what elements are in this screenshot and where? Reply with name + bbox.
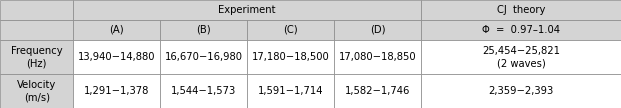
Text: 2,359−2,393: 2,359−2,393 <box>488 86 554 96</box>
Text: 1,591−1,714: 1,591−1,714 <box>258 86 324 96</box>
Bar <box>160 74 247 108</box>
Bar <box>421 20 621 40</box>
Bar <box>73 20 160 40</box>
Text: (D): (D) <box>370 25 385 35</box>
Bar <box>334 40 421 74</box>
Text: CJ  theory: CJ theory <box>497 5 545 15</box>
Bar <box>247 40 334 74</box>
Bar <box>334 20 421 40</box>
Bar <box>421 74 621 108</box>
Text: 1,582−1,746: 1,582−1,746 <box>345 86 410 96</box>
Bar <box>73 40 160 74</box>
Text: 13,940−14,880: 13,940−14,880 <box>78 52 155 62</box>
Text: Φ  =  0.97–1.04: Φ = 0.97–1.04 <box>482 25 560 35</box>
Bar <box>160 40 247 74</box>
Text: 16,670−16,980: 16,670−16,980 <box>165 52 243 62</box>
Bar <box>247 20 334 40</box>
Text: 17,080−18,850: 17,080−18,850 <box>339 52 417 62</box>
Bar <box>0 0 73 20</box>
Text: Experiment: Experiment <box>219 5 276 15</box>
Bar <box>247 74 334 108</box>
Bar <box>421 0 621 20</box>
Text: 25,454−25,821
(2 waves): 25,454−25,821 (2 waves) <box>482 46 560 68</box>
Bar <box>421 40 621 74</box>
Bar <box>160 20 247 40</box>
Text: 17,180−18,500: 17,180−18,500 <box>252 52 330 62</box>
Text: (B): (B) <box>196 25 211 35</box>
Bar <box>0 40 73 74</box>
Bar <box>73 74 160 108</box>
Text: 1,544−1,573: 1,544−1,573 <box>171 86 237 96</box>
Bar <box>334 74 421 108</box>
Bar <box>0 20 73 40</box>
Text: Velocity
(m/s): Velocity (m/s) <box>17 80 57 102</box>
Text: Frequency
(Hz): Frequency (Hz) <box>11 46 63 68</box>
Text: (A): (A) <box>109 25 124 35</box>
Text: 1,291−1,378: 1,291−1,378 <box>84 86 150 96</box>
Bar <box>73 0 421 20</box>
Text: (C): (C) <box>283 25 298 35</box>
Bar <box>0 74 73 108</box>
